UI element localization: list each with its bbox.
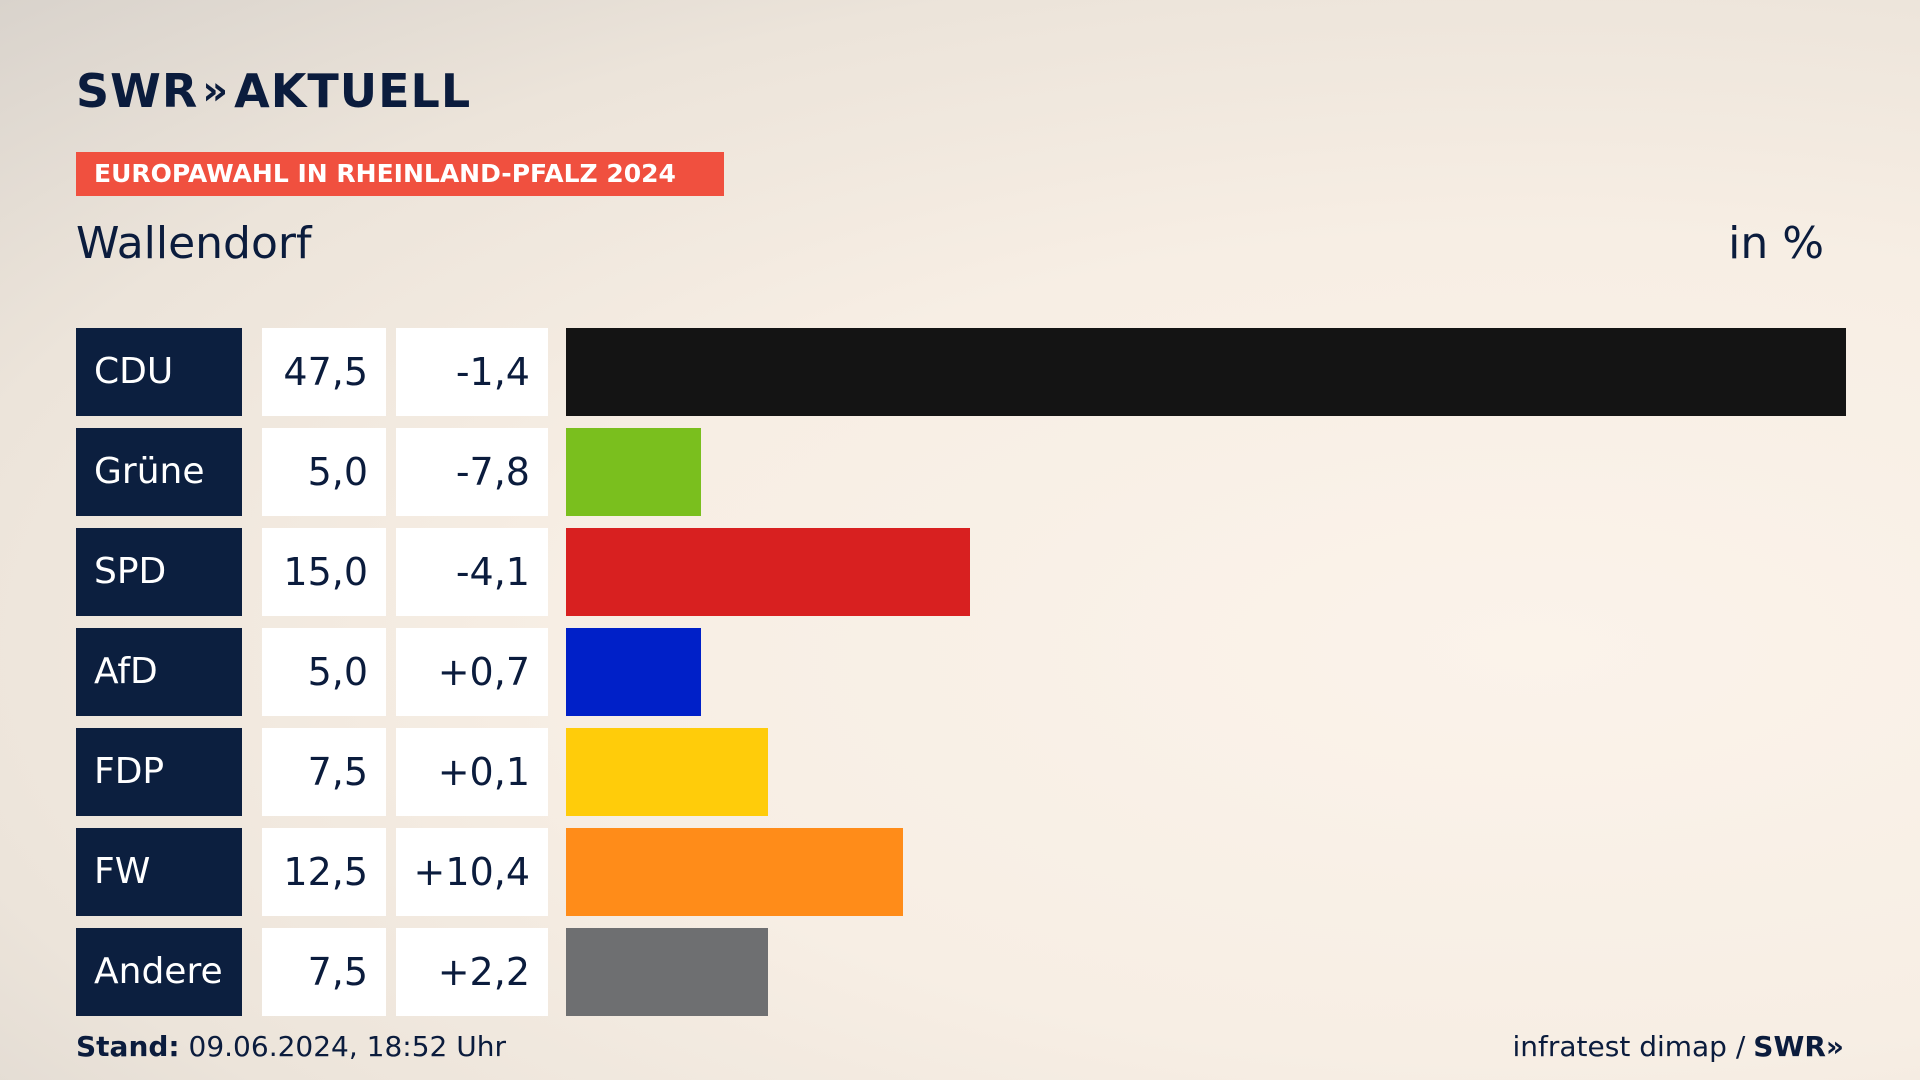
value-label: 12,5 (262, 828, 386, 916)
change-label: -4,1 (396, 528, 548, 616)
timestamp: Stand: 09.06.2024, 18:52 Uhr (76, 1030, 506, 1063)
chart-row: Grüne 5,0 -7,8 (76, 428, 1844, 516)
change-label: +10,4 (396, 828, 548, 916)
chevron-right-icon: » (202, 68, 228, 114)
chart-row: Andere 7,5 +2,2 (76, 928, 1844, 1016)
change-label: +2,2 (396, 928, 548, 1016)
stand-label: Stand: (76, 1030, 180, 1063)
party-label: AfD (76, 628, 242, 716)
change-label: +0,1 (396, 728, 548, 816)
source-brand: SWR» (1753, 1030, 1844, 1063)
bar (566, 528, 970, 616)
value-label: 15,0 (262, 528, 386, 616)
stand-value: 09.06.2024, 18:52 Uhr (188, 1030, 506, 1063)
bar (566, 428, 701, 516)
source-credit: infratest dimap / SWR» (1512, 1030, 1844, 1063)
change-label: +0,7 (396, 628, 548, 716)
election-tag: EUROPAWAHL IN RHEINLAND-PFALZ 2024 (76, 152, 724, 196)
chart-row: AfD 5,0 +0,7 (76, 628, 1844, 716)
bar (566, 328, 1846, 416)
party-label: SPD (76, 528, 242, 616)
place-title: Wallendorf (76, 218, 312, 269)
party-label: Grüne (76, 428, 242, 516)
source-text: infratest dimap / (1512, 1030, 1746, 1063)
party-label: FW (76, 828, 242, 916)
bar (566, 828, 903, 916)
value-label: 5,0 (262, 428, 386, 516)
chart-row: FDP 7,5 +0,1 (76, 728, 1844, 816)
logo-brand: SWR (76, 64, 199, 118)
swr-aktuell-logo: SWR » AKTUELL (76, 64, 472, 118)
value-label: 47,5 (262, 328, 386, 416)
value-label: 5,0 (262, 628, 386, 716)
party-label: CDU (76, 328, 242, 416)
bar (566, 628, 701, 716)
change-label: -7,8 (396, 428, 548, 516)
party-label: FDP (76, 728, 242, 816)
party-label: Andere (76, 928, 242, 1016)
logo-text: AKTUELL (234, 64, 472, 118)
bar (566, 728, 768, 816)
chart-row: CDU 47,5 -1,4 (76, 328, 1846, 416)
chart-row: FW 12,5 +10,4 (76, 828, 1844, 916)
unit-label: in % (1728, 218, 1824, 269)
chart-row: SPD 15,0 -4,1 (76, 528, 1844, 616)
bar (566, 928, 768, 1016)
value-label: 7,5 (262, 728, 386, 816)
value-label: 7,5 (262, 928, 386, 1016)
change-label: -1,4 (396, 328, 548, 416)
